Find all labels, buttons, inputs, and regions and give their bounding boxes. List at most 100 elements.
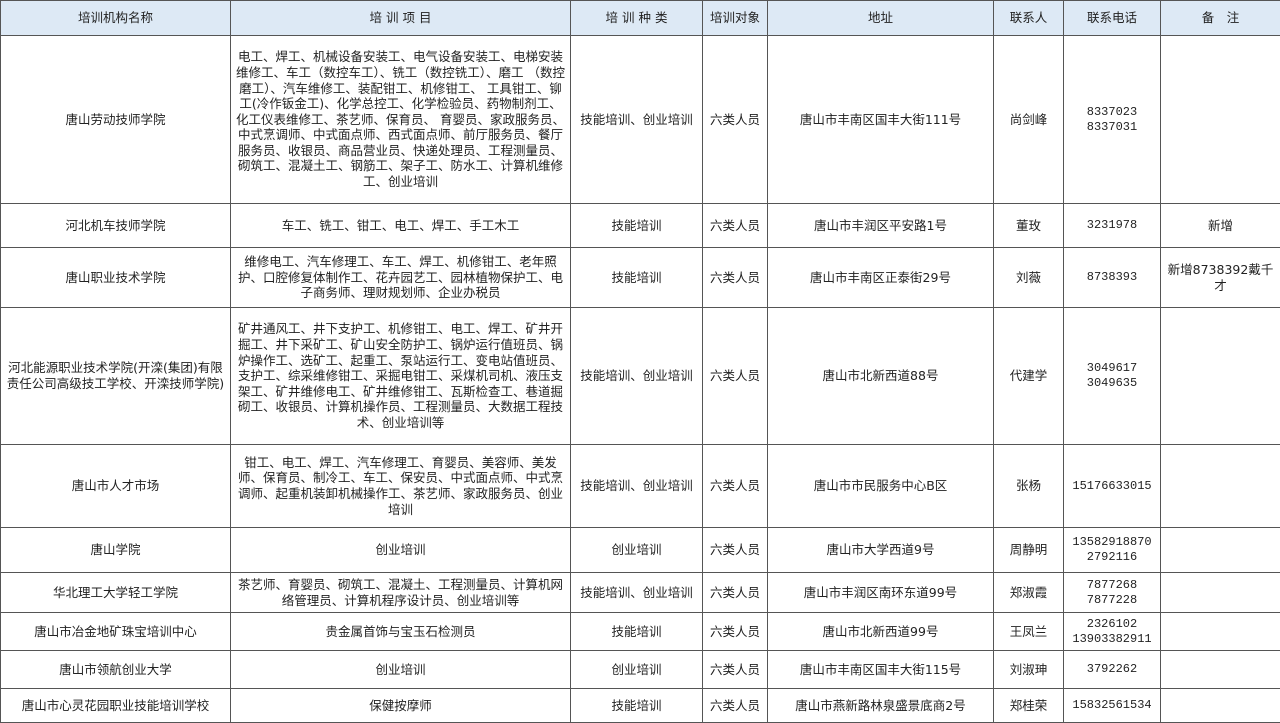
table-row: 河北机车技师学院 车工、铣工、钳工、电工、焊工、手工木工 技能培训 六类人员 唐山市丰润… bbox=[0, 203, 1280, 248]
projects-cell: 茶艺师、育婴员、砌筑工、混凝土、工程测量员、计算机网络管理员、计算机程序设计员、… bbox=[230, 572, 571, 613]
header-phone: 联系电话 bbox=[1063, 0, 1161, 36]
projects-cell: 矿井通风工、井下支护工、机修钳工、电工、焊工、矿井开掘工、井下采矿工、矿山安全防… bbox=[230, 307, 571, 445]
table-row: 唐山市心灵花园职业技能培训学校 保健按摩师 技能培训 六类人员 唐山市燕新路林泉盛景底商… bbox=[0, 688, 1280, 723]
table-row: 唐山学院 创业培训 创业培训 六类人员 唐山市大学西道9号 周静明 13582918870 2… bbox=[0, 527, 1280, 573]
header-target: 培训对象 bbox=[702, 0, 768, 36]
address-cell: 唐山市丰南区国丰大街115号 bbox=[767, 650, 994, 689]
training-type-cell: 技能培训 bbox=[570, 203, 703, 248]
note-cell bbox=[1160, 612, 1280, 651]
projects-cell: 维修电工、汽车修理工、车工、焊工、机修钳工、老年照护、口腔修复体制作工、花卉园艺… bbox=[230, 247, 571, 308]
phone-number: 2326102 bbox=[1086, 616, 1138, 631]
address-cell: 唐山市北新西道88号 bbox=[767, 307, 994, 445]
training-type-cell: 技能培训 bbox=[570, 247, 703, 308]
target-cell: 六类人员 bbox=[702, 35, 768, 204]
institution-name-cell: 唐山劳动技师学院 bbox=[0, 35, 231, 204]
phone-number: 7877228 bbox=[1086, 592, 1138, 607]
contact-person-cell: 张杨 bbox=[993, 444, 1064, 528]
phone-cell: 8738393 bbox=[1063, 247, 1161, 308]
target-cell: 六类人员 bbox=[702, 307, 768, 445]
contact-person-cell: 尚剑峰 bbox=[993, 35, 1064, 204]
phone-number: 8337023 bbox=[1086, 104, 1138, 119]
projects-cell: 车工、铣工、钳工、电工、焊工、手工木工 bbox=[230, 203, 571, 248]
note-cell bbox=[1160, 688, 1280, 723]
phone-cell: 8337023 8337031 bbox=[1063, 35, 1161, 204]
contact-person-cell: 周静明 bbox=[993, 527, 1064, 573]
phone-number: 3231978 bbox=[1086, 218, 1138, 232]
target-cell: 六类人员 bbox=[702, 572, 768, 613]
institution-name-cell: 唐山市冶金地矿珠宝培训中心 bbox=[0, 612, 231, 651]
target-cell: 六类人员 bbox=[702, 527, 768, 573]
address-cell: 唐山市丰南区正泰街29号 bbox=[767, 247, 994, 308]
address-cell: 唐山市丰润区平安路1号 bbox=[767, 203, 994, 248]
institution-name-cell: 河北机车技师学院 bbox=[0, 203, 231, 248]
note-cell bbox=[1160, 35, 1280, 204]
contact-person-cell: 董玫 bbox=[993, 203, 1064, 248]
contact-person-cell: 刘淑珅 bbox=[993, 650, 1064, 689]
table-row: 唐山市冶金地矿珠宝培训中心 贵金属首饰与宝玉石检测员 技能培训 六类人员 唐山市北新西道… bbox=[0, 612, 1280, 651]
note-cell bbox=[1160, 444, 1280, 528]
note-cell: 新增8738392戴千才 bbox=[1160, 247, 1280, 308]
header-note: 备 注 bbox=[1160, 0, 1280, 36]
projects-cell: 创业培训 bbox=[230, 650, 571, 689]
phone-number: 3049617 bbox=[1086, 361, 1138, 375]
phone-number: 15832561534 bbox=[1072, 698, 1152, 712]
phone-cell: 15832561534 bbox=[1063, 688, 1161, 723]
table-row: 河北能源职业技术学院(开滦(集团)有限责任公司高级技工学校、开滦技师学院) 矿井通… bbox=[0, 307, 1280, 445]
institution-name-cell: 唐山市人才市场 bbox=[0, 444, 231, 528]
phone-number: 3792262 bbox=[1086, 662, 1138, 676]
target-cell: 六类人员 bbox=[702, 650, 768, 689]
header-contact: 联系人 bbox=[993, 0, 1064, 36]
phone-number: 13582918870 bbox=[1072, 535, 1152, 549]
institution-name-cell: 河北能源职业技术学院(开滦(集团)有限责任公司高级技工学校、开滦技师学院) bbox=[0, 307, 231, 445]
training-type-cell: 创业培训 bbox=[570, 527, 703, 573]
target-cell: 六类人员 bbox=[702, 444, 768, 528]
table-row: 唐山市领航创业大学 创业培训 创业培训 六类人员 唐山市丰南区国丰大街115号 刘淑珅 37… bbox=[0, 650, 1280, 689]
phone-cell: 3231978 bbox=[1063, 203, 1161, 248]
training-type-cell: 技能培训 bbox=[570, 612, 703, 651]
phone-number: 7877268 bbox=[1086, 577, 1138, 592]
phone-cell: 3792262 bbox=[1063, 650, 1161, 689]
institution-name-cell: 华北理工大学轻工学院 bbox=[0, 572, 231, 613]
phone-number: 15176633015 bbox=[1072, 478, 1152, 493]
address-cell: 唐山市大学西道9号 bbox=[767, 527, 994, 573]
training-type-cell: 技能培训、创业培训 bbox=[570, 572, 703, 613]
header-institution: 培训机构名称 bbox=[0, 0, 231, 36]
contact-person-cell: 王凤兰 bbox=[993, 612, 1064, 651]
contact-person-cell: 刘薇 bbox=[993, 247, 1064, 308]
phone-cell: 7877268 7877228 bbox=[1063, 572, 1161, 613]
contact-person-cell: 代建学 bbox=[993, 307, 1064, 445]
training-type-cell: 技能培训、创业培训 bbox=[570, 444, 703, 528]
target-cell: 六类人员 bbox=[702, 688, 768, 723]
table-row: 唐山劳动技师学院 电工、焊工、机械设备安装工、电气设备安装工、电梯安装维修工、车工… bbox=[0, 35, 1280, 204]
phone-cell: 3049617 3049635 bbox=[1063, 307, 1161, 445]
projects-cell: 贵金属首饰与宝玉石检测员 bbox=[230, 612, 571, 651]
institution-name-cell: 唐山市心灵花园职业技能培训学校 bbox=[0, 688, 231, 723]
table-row: 华北理工大学轻工学院 茶艺师、育婴员、砌筑工、混凝土、工程测量员、计算机网络管理员… bbox=[0, 572, 1280, 613]
contact-person-cell: 郑淑霞 bbox=[993, 572, 1064, 613]
phone-number: 8738393 bbox=[1086, 270, 1138, 284]
target-cell: 六类人员 bbox=[702, 203, 768, 248]
note-cell: 新增 bbox=[1160, 203, 1280, 248]
phone-number: 3049635 bbox=[1086, 376, 1138, 390]
target-cell: 六类人员 bbox=[702, 247, 768, 308]
address-cell: 唐山市北新西道99号 bbox=[767, 612, 994, 651]
header-address: 地址 bbox=[767, 0, 994, 36]
address-cell: 唐山市燕新路林泉盛景底商2号 bbox=[767, 688, 994, 723]
projects-cell: 保健按摩师 bbox=[230, 688, 571, 723]
projects-cell: 创业培训 bbox=[230, 527, 571, 573]
phone-cell: 2326102 13903382911 bbox=[1063, 612, 1161, 651]
training-type-cell: 技能培训 bbox=[570, 688, 703, 723]
note-cell bbox=[1160, 527, 1280, 573]
target-cell: 六类人员 bbox=[702, 612, 768, 651]
note-cell bbox=[1160, 650, 1280, 689]
institution-name-cell: 唐山职业技术学院 bbox=[0, 247, 231, 308]
header-type: 培 训 种 类 bbox=[570, 0, 703, 36]
phone-number: 2792116 bbox=[1086, 550, 1138, 564]
address-cell: 唐山市丰润区南环东道99号 bbox=[767, 572, 994, 613]
phone-number: 8337031 bbox=[1086, 119, 1138, 134]
table-row: 唐山市人才市场 钳工、电工、焊工、汽车修理工、育婴员、美容师、美发师、保育员、制冷… bbox=[0, 444, 1280, 528]
institution-name-cell: 唐山学院 bbox=[0, 527, 231, 573]
header-row: 培训机构名称培 训 项 目培 训 种 类培训对象 地址 联系人 联系电话备 注 bbox=[0, 0, 1280, 36]
institution-name-cell: 唐山市领航创业大学 bbox=[0, 650, 231, 689]
